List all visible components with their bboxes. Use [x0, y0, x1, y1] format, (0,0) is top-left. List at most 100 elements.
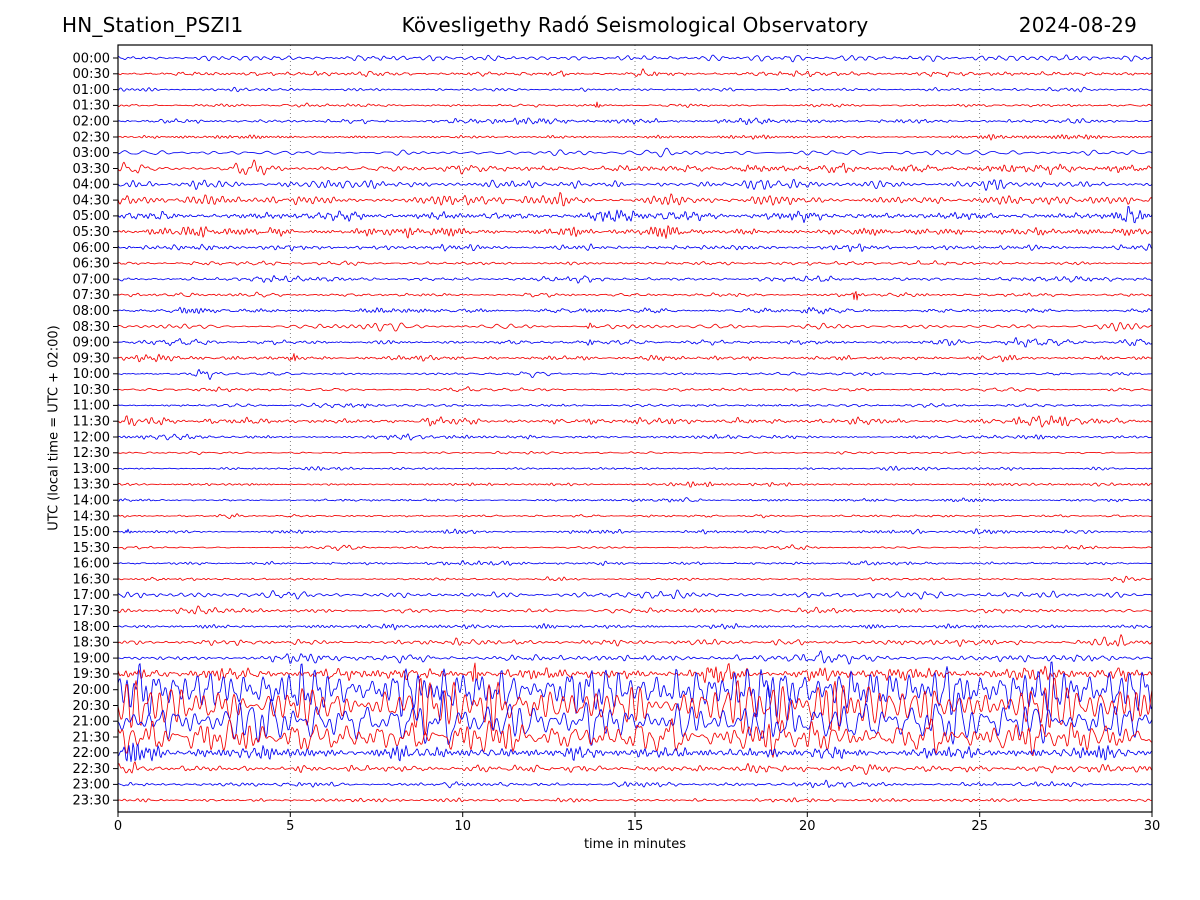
plot-border: [117, 44, 1153, 813]
trace-row-08:30: [118, 322, 1152, 332]
x-tick-label: 15: [627, 819, 644, 834]
y-tick-label: 02:00: [73, 115, 110, 130]
trace-row-10:00: [118, 368, 1152, 381]
trace-row-03:00: [118, 147, 1152, 158]
trace-row-01:30: [118, 101, 1152, 108]
x-tick-label: 20: [799, 819, 816, 834]
trace-row-04:30: [118, 191, 1152, 207]
y-tick-label: 16:30: [73, 572, 110, 587]
trace-row-09:00: [118, 337, 1152, 348]
trace-row-13:00: [118, 465, 1152, 471]
trace-row-14:00: [118, 497, 1152, 503]
trace-row-01:00: [118, 86, 1152, 93]
y-tick-label: 14:30: [73, 509, 110, 524]
trace-row-00:30: [118, 68, 1152, 78]
y-tick-label: 17:00: [73, 588, 110, 603]
trace-row-09:30: [118, 353, 1152, 363]
trace-row-07:30: [118, 290, 1152, 301]
y-tick-label: 03:00: [73, 146, 110, 161]
y-tick-label: 21:30: [73, 730, 110, 745]
trace-row-19:30: [118, 662, 1152, 684]
y-tick-label: 19:30: [73, 667, 110, 682]
y-tick-label: 01:30: [73, 99, 110, 114]
y-tick-label: 01:00: [73, 83, 110, 98]
y-tick-label: 12:00: [73, 430, 110, 445]
y-tick-label: 11:00: [73, 399, 110, 414]
x-axis-label: time in minutes: [583, 837, 687, 852]
trace-row-15:30: [118, 544, 1152, 552]
trace-row-22:30: [118, 761, 1152, 776]
trace-row-06:00: [118, 243, 1152, 253]
trace-row-21:00: [118, 684, 1152, 746]
trace-row-16:30: [118, 575, 1152, 583]
y-tick-label: 20:30: [73, 699, 110, 714]
y-tick-label: 07:00: [73, 272, 110, 287]
trace-row-11:00: [118, 402, 1152, 409]
y-tick-label: 06:30: [73, 257, 110, 272]
trace-row-08:00: [118, 306, 1152, 315]
y-tick-label: 13:30: [73, 478, 110, 493]
x-tick-label: 10: [454, 819, 471, 834]
trace-row-23:30: [118, 797, 1152, 803]
y-tick-label: 22:00: [73, 746, 110, 761]
trace-row-02:00: [118, 117, 1152, 125]
y-tick-label: 00:00: [73, 51, 110, 66]
y-tick-label: 09:00: [73, 336, 110, 351]
y-tick-label: 23:00: [73, 778, 110, 793]
y-tick-label: 18:00: [73, 620, 110, 635]
x-tick-label: 25: [971, 819, 988, 834]
trace-row-16:00: [118, 560, 1152, 567]
station-title: HN_Station_PSZI1: [62, 13, 244, 37]
trace-row-14:30: [118, 513, 1152, 519]
x-tick-label: 0: [114, 819, 122, 834]
trace-row-18:30: [118, 634, 1152, 648]
y-tick-label: 08:30: [73, 320, 110, 335]
y-tick-label: 04:30: [73, 193, 110, 208]
y-tick-label: 20:00: [73, 683, 110, 698]
trace-row-05:00: [118, 205, 1152, 224]
y-tick-label: 05:30: [73, 225, 110, 240]
trace-row-23:00: [118, 779, 1152, 789]
trace-row-15:00: [118, 528, 1152, 535]
trace-row-11:30: [118, 415, 1152, 428]
trace-row-20:00: [118, 661, 1152, 719]
y-tick-label: 04:00: [73, 178, 110, 193]
y-axis-label: UTC (local time = UTC + 02:00): [46, 325, 62, 531]
y-tick-label: 15:30: [73, 541, 110, 556]
trace-row-20:30: [118, 677, 1152, 736]
y-tick-label: 02:30: [73, 130, 110, 145]
x-tick-label: 5: [286, 819, 294, 834]
y-tick-label: 10:00: [73, 367, 110, 382]
trace-row-12:30: [118, 450, 1152, 456]
y-tick-label: 06:00: [73, 241, 110, 256]
trace-row-17:30: [118, 605, 1152, 615]
trace-row-13:30: [118, 481, 1152, 488]
trace-row-12:00: [118, 433, 1152, 441]
trace-row-05:30: [118, 225, 1152, 239]
y-tick-label: 07:30: [73, 288, 110, 303]
observatory-title: Kövesligethy Radó Seismological Observat…: [401, 13, 869, 37]
trace-row-06:30: [118, 260, 1152, 266]
trace-row-18:00: [118, 623, 1152, 631]
trace-row-04:00: [118, 178, 1152, 191]
y-tick-label: 18:30: [73, 636, 110, 651]
y-tick-label: 14:00: [73, 494, 110, 509]
y-tick-label: 16:00: [73, 557, 110, 572]
y-tick-label: 23:30: [73, 794, 110, 809]
trace-row-22:00: [118, 742, 1152, 763]
y-tick-label: 15:00: [73, 525, 110, 540]
y-tick-label: 03:30: [73, 162, 110, 177]
trace-row-17:00: [118, 589, 1152, 600]
y-tick-label: 19:00: [73, 651, 110, 666]
trace-row-10:30: [118, 386, 1152, 393]
trace-row-19:00: [118, 650, 1152, 665]
y-tick-label: 00:30: [73, 67, 110, 82]
trace-row-02:30: [118, 134, 1152, 141]
trace-row-21:30: [118, 718, 1152, 758]
y-tick-label: 11:30: [73, 415, 110, 430]
y-tick-label: 17:30: [73, 604, 110, 619]
y-tick-label: 13:00: [73, 462, 110, 477]
y-tick-label: 05:00: [73, 209, 110, 224]
